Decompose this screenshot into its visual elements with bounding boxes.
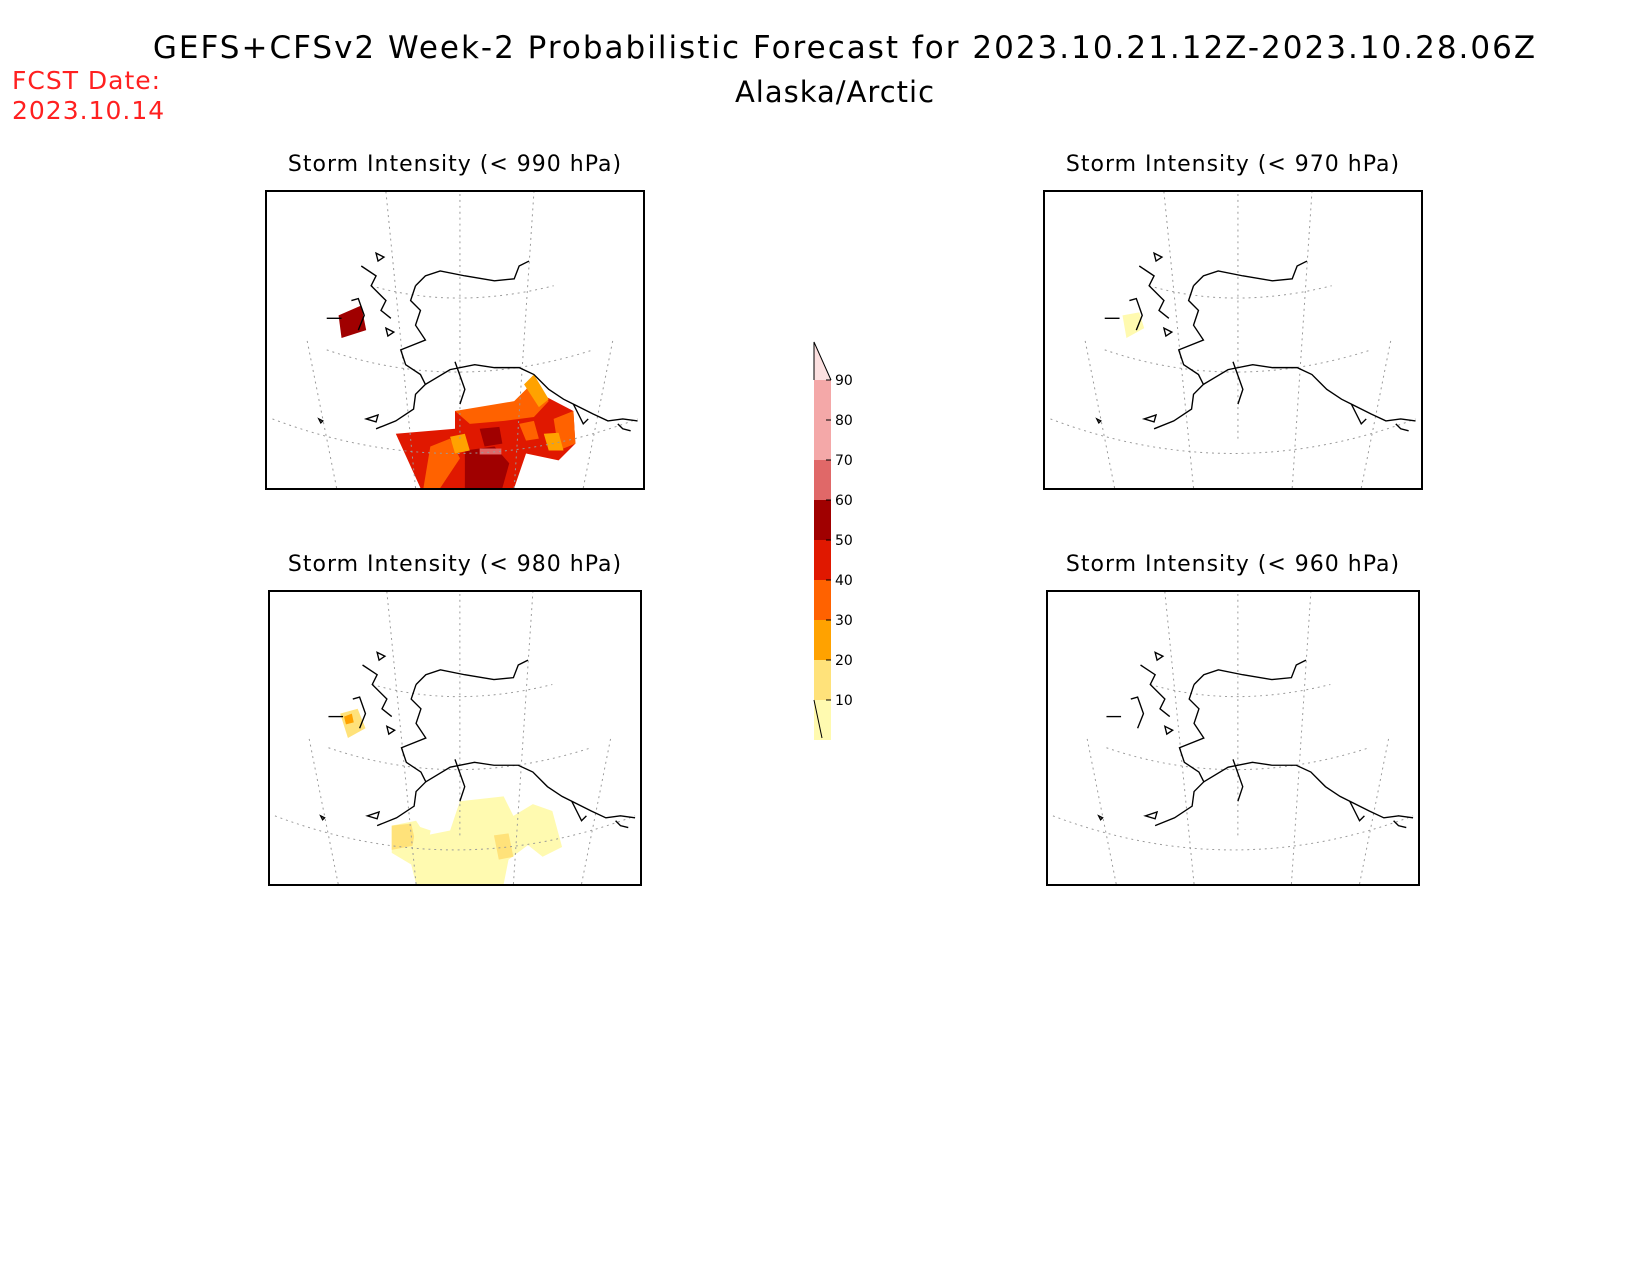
colorbar-tick-label: 40 xyxy=(835,573,853,589)
colorbar-swatch xyxy=(814,700,831,740)
map-panel-960 xyxy=(1046,590,1420,886)
colorbar-tick-label: 70 xyxy=(835,453,853,469)
probability-shading-980 xyxy=(340,708,563,884)
colorbar-cap-top xyxy=(813,341,832,381)
colorbar-legend: 10 20 30 40 50 60 70 80 90 xyxy=(813,341,853,740)
fcst-date-value: 2023.10.14 xyxy=(12,96,166,125)
map-990 xyxy=(272,192,638,488)
graticule-970 xyxy=(1050,192,1416,488)
colorbar-swatch xyxy=(814,660,831,700)
colorbar-tick-label: 20 xyxy=(835,653,853,669)
panel-title-960: Storm Intensity (< 960 hPa) xyxy=(1065,552,1401,577)
probability-shading-970 xyxy=(1122,312,1145,339)
colorbar-tick-label: 60 xyxy=(835,493,853,509)
graticule-980 xyxy=(274,592,636,884)
region-subtitle: Alaska/Arctic xyxy=(734,75,936,109)
coastlines-970 xyxy=(1095,251,1416,432)
map-panel-990 xyxy=(265,190,645,490)
probability-shading-990 xyxy=(338,305,576,488)
map-panel-980 xyxy=(268,590,642,886)
colorbar-swatch xyxy=(814,380,831,420)
colorbar-tick-label: 90 xyxy=(835,373,853,389)
figure-title: GEFS+CFSv2 Week-2 Probabilistic Forecast… xyxy=(152,30,1538,66)
colorbar-tick-label: 30 xyxy=(835,613,853,629)
colorbar-swatch xyxy=(814,420,831,460)
map-980 xyxy=(274,592,636,884)
colorbar-tick-label: 50 xyxy=(835,533,853,549)
coastlines-960 xyxy=(1097,651,1414,829)
coastlines-980 xyxy=(319,651,636,829)
colorbar-swatch xyxy=(814,500,831,540)
map-panel-970 xyxy=(1043,190,1423,490)
colorbar-cap-bottom xyxy=(813,699,823,739)
graticule-990 xyxy=(272,192,638,488)
colorbar-swatch xyxy=(814,540,831,580)
coastlines-990 xyxy=(317,251,638,432)
panel-title-980: Storm Intensity (< 980 hPa) xyxy=(287,552,623,577)
map-960 xyxy=(1052,592,1414,884)
colorbar-tick-label: 10 xyxy=(835,693,853,709)
colorbar-tick-label: 80 xyxy=(835,413,853,429)
panel-title-990: Storm Intensity (< 990 hPa) xyxy=(287,152,623,177)
colorbar-swatch xyxy=(814,620,831,660)
colorbar-swatch xyxy=(814,580,831,620)
panel-title-970: Storm Intensity (< 970 hPa) xyxy=(1065,152,1401,177)
graticule-960 xyxy=(1052,592,1414,884)
colorbar-swatch xyxy=(814,460,831,500)
fcst-date-label: FCST Date: xyxy=(12,66,162,95)
map-970 xyxy=(1050,192,1416,488)
